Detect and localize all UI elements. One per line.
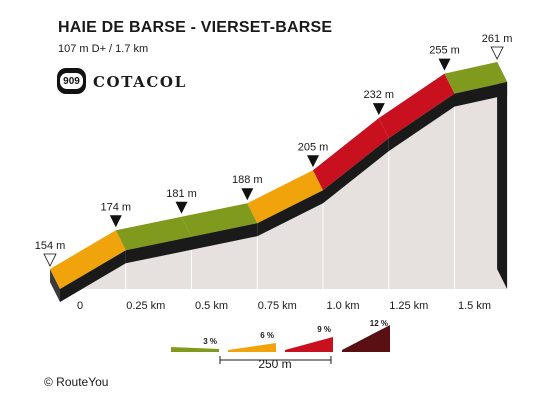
cotacol-logo: COTACOL xyxy=(93,73,187,91)
distance-tick-label: 0.5 km xyxy=(195,300,228,312)
gradient-segment xyxy=(115,216,192,251)
distance-tick-label: 1.25 km xyxy=(389,300,428,312)
elevation-marker-icon xyxy=(372,103,385,116)
gradient-segment xyxy=(181,203,258,237)
distance-tick-label: 1.0 km xyxy=(326,300,359,312)
profile-end-face xyxy=(497,62,508,289)
elevation-marker-icon xyxy=(438,58,451,71)
legend-label: 9 % xyxy=(317,325,331,334)
gradient-segment xyxy=(444,62,508,94)
gradient-segment xyxy=(50,230,126,289)
distance-tick-label: 0.25 km xyxy=(126,300,165,312)
elevation-label: 232 m xyxy=(364,89,395,101)
elevation-label: 154 m xyxy=(35,240,66,252)
elevation-label: 188 m xyxy=(232,174,263,186)
scale-label: 250 m xyxy=(258,357,291,371)
gradient-segment xyxy=(247,170,323,224)
elevation-marker-icon xyxy=(175,201,188,214)
gradient-segment xyxy=(313,118,389,191)
elevation-marker-icon xyxy=(307,155,319,168)
elevation-label: 205 m xyxy=(298,141,329,153)
legend-label: 3 % xyxy=(203,337,217,346)
elevation-label: 174 m xyxy=(101,201,132,213)
segment-edge xyxy=(454,82,508,107)
climb-title: HAIE DE BARSE - VIERSET-BARSE xyxy=(58,19,333,36)
distance-tick-label: 0.75 km xyxy=(258,300,297,312)
profile-start-face xyxy=(50,269,60,302)
legend-swatch xyxy=(228,343,276,352)
endpoint-marker-icon xyxy=(43,253,57,267)
legend-swatch xyxy=(342,325,390,352)
legend-swatch xyxy=(171,347,219,352)
routeyou-credit: © RouteYou xyxy=(44,375,109,389)
elevation-label: 255 m xyxy=(429,45,460,57)
legend-label: 6 % xyxy=(260,331,274,340)
profile-wall xyxy=(60,95,508,302)
segment-edge xyxy=(323,138,389,204)
elevation-marker-icon xyxy=(109,215,122,228)
legend-label: 12 % xyxy=(370,319,388,328)
distance-tick-label: 1.5 km xyxy=(458,300,491,312)
segment-edge xyxy=(257,190,323,237)
distance-tick-label: 0 xyxy=(77,300,83,312)
gradient-segment xyxy=(378,73,455,139)
legend-swatch xyxy=(285,337,333,352)
segment-edge xyxy=(388,93,455,152)
segment-edge xyxy=(125,236,192,264)
climb-stats: 107 m D+ / 1.7 km xyxy=(58,43,149,55)
cotacol-number: 909 xyxy=(60,73,83,89)
elevation-marker-icon xyxy=(241,188,254,201)
elevation-label: 181 m xyxy=(166,188,197,200)
segment-edge xyxy=(60,250,126,302)
elevation-label: 261 m xyxy=(482,33,513,45)
endpoint-marker-icon xyxy=(490,46,504,60)
cotacol-number-badge: 909 xyxy=(57,68,86,94)
segment-edge xyxy=(191,223,258,250)
